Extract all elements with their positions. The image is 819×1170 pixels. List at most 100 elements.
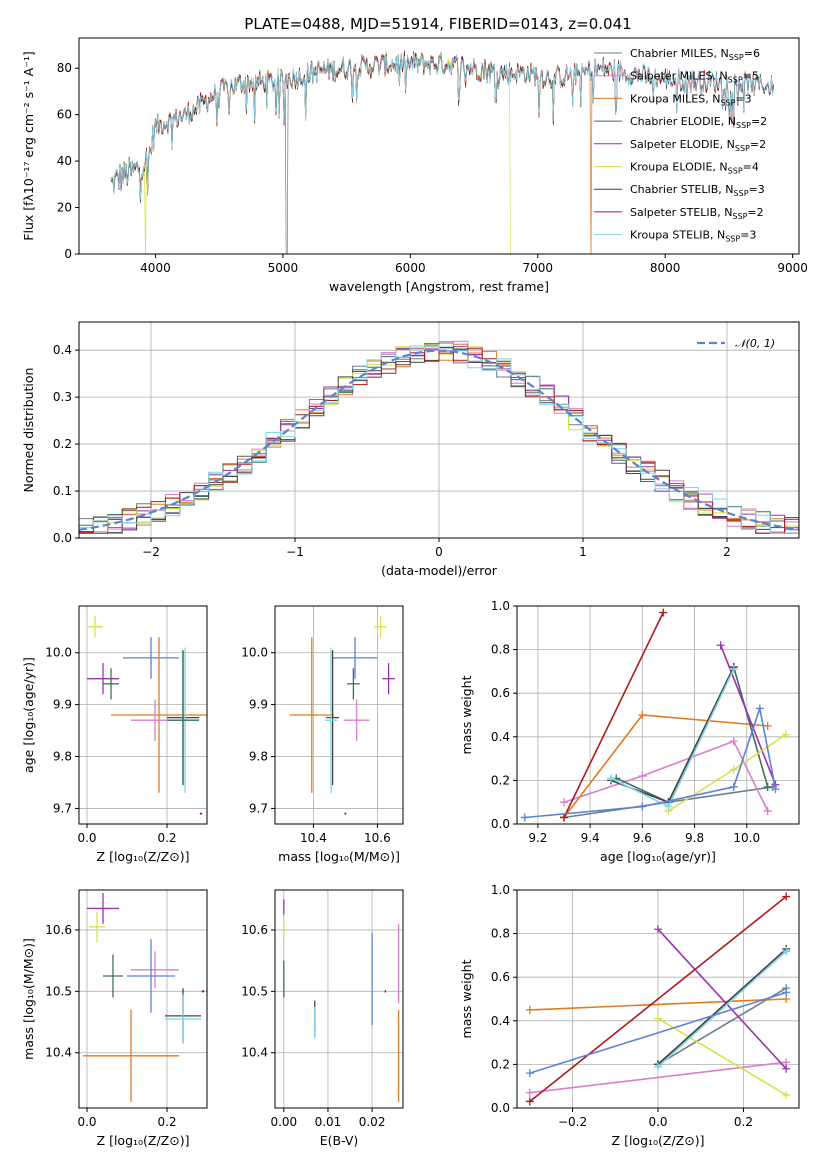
residuals-xtick-label: −1 <box>286 545 304 559</box>
spectrum-ytick-label: 80 <box>57 61 72 75</box>
weight-vs-age-marker-1-2 <box>729 737 738 746</box>
weight-vs-age-marker-9-0 <box>520 813 529 822</box>
weight-vs-Z-xlabel: Z [log₁₀(Z/Z⊙)] <box>612 1133 705 1148</box>
age-vs-Z-xtick-label: 0.2 <box>157 831 176 845</box>
mass-vs-ebv-xtick-label: 0.00 <box>270 1115 297 1129</box>
weight-vs-age-xtick-label: 9.2 <box>528 831 547 845</box>
age-vs-Z-point-0 <box>87 616 103 638</box>
weight-vs-age-marker-1-0 <box>560 798 568 807</box>
mass-vs-ebv-xtick-label: 0.02 <box>359 1115 386 1129</box>
mass-vs-ebv-ytick-label: 10.4 <box>241 1046 268 1060</box>
weight-vs-Z-line-8 <box>657 950 787 1068</box>
legend-label-8: Kroupa STELIB, NSSP=3 <box>630 229 756 244</box>
residuals-frame <box>78 321 800 539</box>
age-vs-Z-ytick-label: 9.9 <box>53 698 72 712</box>
weight-vs-age-xlabel: age [log₁₀(age/yr)] <box>600 849 716 864</box>
weight-vs-age-ytick-label: 0.2 <box>491 773 510 787</box>
weight-vs-Z-line-2 <box>529 998 787 1011</box>
weight-vs-age-marker-7-0 <box>560 813 568 822</box>
weight-vs-Z-ytick-label: 0.8 <box>491 927 510 941</box>
spectrum-ytick-label: 40 <box>57 154 72 168</box>
weight-vs-age-marker-2-1 <box>638 711 647 719</box>
residuals-xtick-label: 2 <box>723 545 731 559</box>
residuals-ytick-label: 0.4 <box>53 343 72 357</box>
weight-vs-age-ytick-label: 0.0 <box>491 817 510 831</box>
residuals-axes: −2 −1 0 1 2 0.0 0.1 0.2 0.3 0.4 (data-model)/error… <box>21 322 800 578</box>
weight-vs-Z-xtick-label: −0.2 <box>558 1115 587 1129</box>
weight-vs-age-marker-1-1 <box>638 772 647 781</box>
spectrum-line-8 <box>110 51 774 200</box>
hist-step-7 <box>79 347 799 534</box>
weight-vs-age-axes: 9.2 9.4 9.6 9.8 10.0 0.0 0.2 0.4 0.6 0.8 1.0 age [l… <box>459 599 799 864</box>
spectrum-xlabel: wavelength [Angstrom, rest frame] <box>329 279 549 294</box>
residuals-ytick-label: 0.1 <box>53 484 72 498</box>
residuals-xtick-label: 0 <box>435 545 443 559</box>
weight-vs-age-marker-3-3 <box>763 782 772 791</box>
age-vs-Z-ylabel: age [log₁₀(age/yr)] <box>21 657 36 773</box>
weight-vs-age-line-4 <box>719 644 777 786</box>
residuals-xlabel: (data-model)/error <box>381 563 498 578</box>
age-vs-Z-point-2 <box>87 663 119 695</box>
weight-vs-Z-ytick-label: 0.6 <box>491 970 510 984</box>
weight-vs-Z-line-6 <box>657 948 787 1065</box>
age-vs-mass-point-8 <box>344 812 347 815</box>
legend-label-7: Salpeter STELIB, NSSP=2 <box>630 206 764 221</box>
weight-vs-Z-axes: −0.2 0.0 0.2 0.0 0.2 0.4 0.6 0.8 1.0 Z [log₁₀(Z/Z… <box>459 883 799 1148</box>
legend-label-2: Kroupa MILES, NSSP=3 <box>630 92 752 107</box>
age-vs-Z-ytick-label: 9.8 <box>53 750 72 764</box>
age-vs-mass-ytick-label: 9.9 <box>249 698 268 712</box>
age-vs-mass-point-6 <box>326 650 339 786</box>
weight-vs-Z-line-0 <box>657 987 787 1066</box>
age-vs-Z-point-8 <box>167 657 199 783</box>
spectrum-xtick-label: 4000 <box>140 261 171 275</box>
age-vs-mass-ytick-label: 9.8 <box>249 750 268 764</box>
legend-label-4: Salpeter ELODIE, NSSP=2 <box>630 138 766 153</box>
weight-vs-Z-marker-4-0 <box>654 925 662 934</box>
age-vs-Z-axes: 0.0 0.2 9.7 9.8 9.9 10.0 Z [log₁₀(Z/Z⊙)] age [l… <box>21 606 207 864</box>
weight-vs-age-marker-7-1 <box>659 608 668 617</box>
mass-vs-ebv-axes: 0.00 0.01 0.02 10.4 10.5 10.6 E(B-V) <box>241 890 403 1148</box>
weight-vs-age-marker-9-3 <box>755 704 764 713</box>
mass-vs-Z-ytick-label: 10.4 <box>45 1046 72 1060</box>
age-vs-mass-ytick-label: 10.0 <box>241 646 268 660</box>
figure-title: PLATE=0488, MJD=51914, FIBERID=0143, z=0… <box>244 15 631 33</box>
mass-vs-ebv-ytick-label: 10.6 <box>241 923 268 937</box>
residuals-xtick-label: −2 <box>142 545 160 559</box>
weight-vs-Z-xtick-label: 0.2 <box>734 1115 753 1129</box>
weight-vs-Z-marker-1-0 <box>525 1088 534 1097</box>
age-vs-Z-point-1 <box>123 637 179 679</box>
mass-vs-Z-point-0 <box>87 893 119 924</box>
weight-vs-Z-marker-5-0 <box>654 1014 662 1023</box>
mass-vs-Z-point-1 <box>89 911 105 943</box>
mass-vs-Z-xtick-label: 0.2 <box>157 1115 176 1129</box>
age-vs-mass-point-7 <box>324 647 338 793</box>
normal-legend-label: 𝒩(0, 1) <box>735 337 775 350</box>
age-vs-mass-xtick-label: 10.6 <box>364 831 391 845</box>
weight-vs-age-marker-8-2 <box>729 665 738 674</box>
weight-vs-age-ytick-label: 1.0 <box>491 599 510 613</box>
mass-vs-Z-ytick-label: 10.6 <box>45 923 72 937</box>
spectrum-line-5 <box>110 51 511 254</box>
normal-curve <box>78 349 800 531</box>
mass-vs-Z-frame <box>78 889 208 1109</box>
age-vs-Z-ytick-label: 9.7 <box>53 801 72 815</box>
age-vs-Z-point-9 <box>199 812 203 815</box>
weight-vs-age-line-7 <box>563 612 664 818</box>
weight-vs-Z-ytick-label: 1.0 <box>491 883 510 897</box>
weight-vs-Z-marker-2-0 <box>525 1005 534 1014</box>
weight-vs-age-ytick-label: 0.6 <box>491 686 510 700</box>
weight-vs-Z-frame <box>516 889 800 1109</box>
age-vs-mass-axes: 10.4 10.6 9.7 9.8 9.9 10.0 mass [log₁₀(M/M⊙)] <box>241 606 403 864</box>
weight-vs-Z-line-4 <box>657 928 787 1070</box>
age-vs-mass-point-1 <box>332 637 378 679</box>
weight-vs-age-marker-8-0 <box>607 774 615 783</box>
weight-vs-Z-marker-4-1 <box>782 1064 791 1073</box>
legend-label-0: Chabrier MILES, NSSP=6 <box>630 47 760 62</box>
weight-vs-Z-line-1 <box>529 1061 787 1094</box>
chart-layer: 4000 5000 6000 7000 8000 9000020406080wavelen… <box>21 37 808 1148</box>
weight-vs-age-xtick-label: 9.6 <box>633 831 652 845</box>
residuals-ylabel: Normed distribution <box>21 368 36 493</box>
mass-vs-ebv-ytick-label: 10.5 <box>241 984 268 998</box>
weight-vs-age-line-1 <box>563 740 769 812</box>
weight-vs-Z-line-7 <box>529 895 787 1103</box>
